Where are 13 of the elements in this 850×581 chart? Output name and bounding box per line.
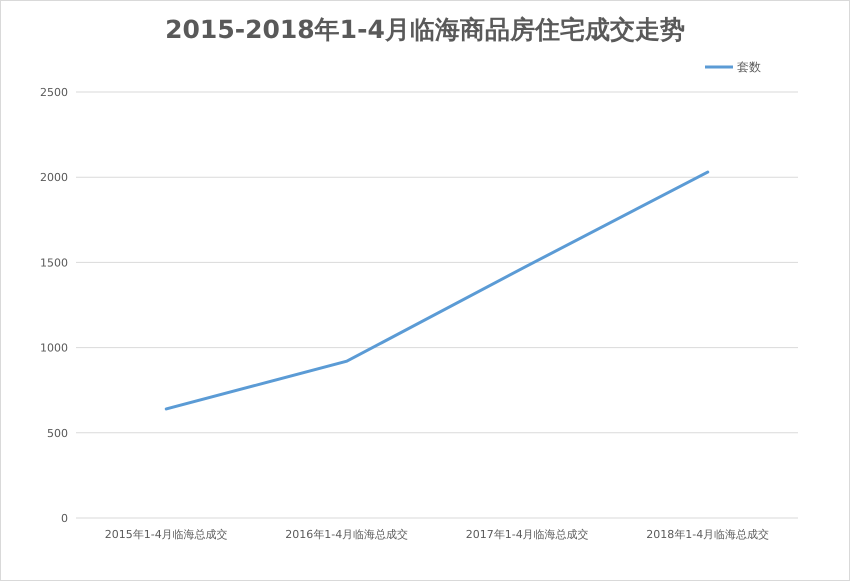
x-tick-label: 2015年1-4月临海总成交	[104, 528, 228, 541]
y-tick-label: 1000	[40, 342, 68, 355]
x-tick-label: 2018年1-4月临海总成交	[646, 528, 770, 541]
y-tick-label: 0	[61, 512, 68, 525]
x-tick-label: 2017年1-4月临海总成交	[466, 528, 589, 541]
x-tick-label: 2016年1-4月临海总成交	[285, 528, 408, 541]
y-tick-label: 2500	[40, 86, 68, 99]
y-tick-label: 1500	[40, 256, 68, 270]
y-tick-label: 500	[47, 426, 68, 440]
line-series	[164, 170, 710, 410]
legend-label: 套数	[737, 60, 761, 74]
y-tick-label: 2000	[40, 171, 68, 184]
chart-title: 2015-2018年1-4月临海商品房住宅成交走势	[165, 15, 685, 44]
